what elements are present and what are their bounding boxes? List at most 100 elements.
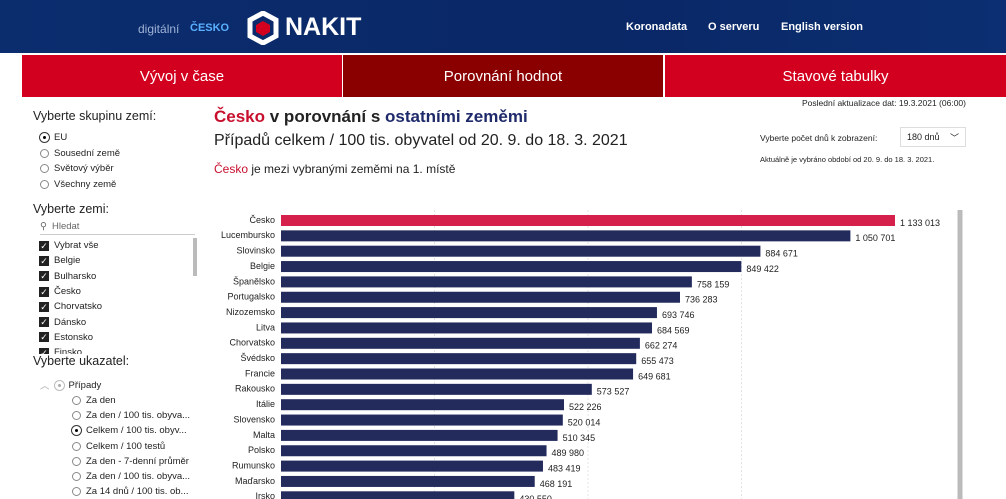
title-part: Česko	[214, 107, 266, 126]
category-label: Rakousko	[235, 384, 275, 394]
checkbox: ✓	[39, 240, 49, 251]
checkbox-item[interactable]: ✓ Chorvatsko	[39, 299, 102, 314]
bar	[281, 215, 895, 226]
bar	[281, 399, 565, 411]
bar	[281, 491, 515, 499]
checkbox-item[interactable]: ✓ Česko	[39, 284, 102, 299]
bar	[281, 475, 535, 487]
radio-item[interactable]: Za den	[72, 393, 190, 408]
value-label: 489 980	[552, 448, 585, 458]
nav-link[interactable]: Koronadata	[626, 21, 688, 33]
item-label: Všechny země	[54, 178, 117, 190]
category-label: Nizozemsko	[226, 307, 275, 317]
item-label: Chorvatsko	[54, 301, 103, 313]
update-note: Poslední aktualizace dat: 19.3.2021 (06:…	[802, 98, 966, 108]
bar	[281, 230, 851, 242]
checkbox: ✓	[39, 286, 49, 297]
checkbox: ✓	[39, 347, 49, 354]
radio-item[interactable]: Celkem / 100 testů	[72, 439, 190, 454]
radio-item[interactable]: Všechny země	[40, 177, 120, 193]
title: Česko v porovnání s ostatními zeměmi	[214, 107, 528, 127]
tab[interactable]: Stavové tabulky	[665, 55, 1006, 97]
category-label: Itálie	[256, 399, 275, 409]
value-label: 430 550	[519, 494, 552, 499]
bar	[281, 353, 637, 365]
checkbox-item[interactable]: ✓ Vybrat vše	[39, 238, 102, 253]
checkbox: ✓	[39, 317, 49, 328]
bar	[281, 383, 592, 395]
checkbox-item[interactable]: ✓ Bulharsko	[39, 269, 102, 284]
radio-item[interactable]: Světový výběr	[40, 161, 120, 177]
checkbox: ✓	[39, 301, 49, 312]
tree-root[interactable]: ︿ Případy	[40, 378, 102, 393]
value-label: 736 283	[685, 295, 718, 305]
bar	[281, 429, 558, 441]
category-label: Maďarsko	[235, 476, 275, 486]
radio-list: Za den Za den / 100 tis. obyva... Celkem /…	[72, 393, 190, 499]
radio	[40, 179, 49, 189]
scrollbar	[193, 238, 197, 276]
radio-item[interactable]: Celkem / 100 tis. obyv...	[72, 423, 190, 438]
radio-item[interactable]: Za den / 100 tis. obyva...	[72, 469, 190, 484]
value-label: 662 274	[645, 341, 678, 351]
checkbox-item[interactable]: ✓ Finsko	[39, 345, 102, 354]
tree-label: Případy	[68, 379, 102, 391]
label: Vyberte počet dnů k zobrazení:	[760, 133, 878, 143]
checkbox-item[interactable]: ✓ Dánsko	[39, 314, 102, 329]
checkbox-item[interactable]: ✓ Belgie	[39, 253, 102, 268]
value-label: 1 133 013	[900, 218, 940, 228]
dropdown[interactable]: 180 dnů ﹀	[900, 127, 966, 147]
subtitle: Případů celkem / 100 tis. obyvatel od 20…	[214, 132, 628, 149]
bar	[281, 414, 563, 426]
checkbox-list: ✓ Vybrat vše ✓ Belgie ✓ Bulharsko ✓ Česko ✓ Chorv…	[39, 238, 102, 354]
item-label: Estonsko	[54, 331, 94, 343]
item-label: Dánsko	[54, 316, 87, 328]
item-label: Za 14 dnů / 100 tis. ob...	[86, 486, 189, 498]
value-label: 573 527	[597, 387, 630, 397]
bar	[281, 261, 742, 273]
title-part: v porovnání s	[265, 107, 386, 126]
category-label: Francie	[245, 368, 275, 378]
tab[interactable]: Porovnání hodnot	[343, 55, 663, 97]
radio	[72, 472, 81, 482]
value-label: 684 569	[657, 325, 690, 335]
bar	[281, 337, 640, 349]
nav-link[interactable]: English version	[781, 21, 863, 33]
item-label: Finsko	[54, 347, 82, 354]
value-label: 1 050 701	[855, 233, 895, 243]
nav-link[interactable]: O serveru	[708, 21, 760, 33]
value-label: 522 226	[569, 402, 602, 412]
radio-item[interactable]: Sousední země	[40, 146, 120, 162]
radio	[40, 148, 49, 158]
search-icon: ⚲	[40, 221, 47, 232]
rank-note: Česko je mezi vybranými zeměmi na 1. mís…	[214, 162, 455, 176]
item-label: Česko	[54, 286, 81, 298]
label: Vyberte ukazatel:	[33, 354, 130, 368]
checkbox-item[interactable]: ✓ Estonsko	[39, 330, 102, 345]
radio	[72, 456, 81, 466]
category-label: Polsko	[248, 445, 275, 455]
item-label: Celkem / 100 tis. obyv...	[86, 425, 187, 437]
logo-icon	[247, 11, 279, 45]
bar	[281, 276, 692, 288]
radio	[72, 441, 81, 451]
brand: digitální	[138, 22, 180, 36]
search[interactable]: ⚲ Hledat	[40, 221, 195, 235]
item-label: Sousední země	[54, 147, 121, 159]
chevron: ﹀	[949, 132, 959, 143]
category-label: Česko	[249, 215, 275, 225]
category-label: Malta	[253, 430, 275, 440]
value-label: 510 345	[563, 433, 596, 443]
value-label: 655 473	[641, 356, 674, 366]
category-label: Slovensko	[233, 414, 275, 424]
value-label: 483 419	[548, 463, 581, 473]
tab[interactable]: Vývoj v čase	[22, 55, 342, 97]
value-label: 468 191	[540, 479, 573, 489]
radio-item[interactable]: Za den / 100 tis. obyva...	[72, 408, 190, 423]
radio-item[interactable]: EU	[40, 130, 120, 146]
radio-item[interactable]: Za den - 7-denní průměr	[72, 454, 190, 469]
radio-item[interactable]: Za 14 dnů / 100 tis. ob...	[72, 484, 190, 499]
item-label: Celkem / 100 testů	[86, 440, 166, 452]
radio	[40, 133, 49, 143]
